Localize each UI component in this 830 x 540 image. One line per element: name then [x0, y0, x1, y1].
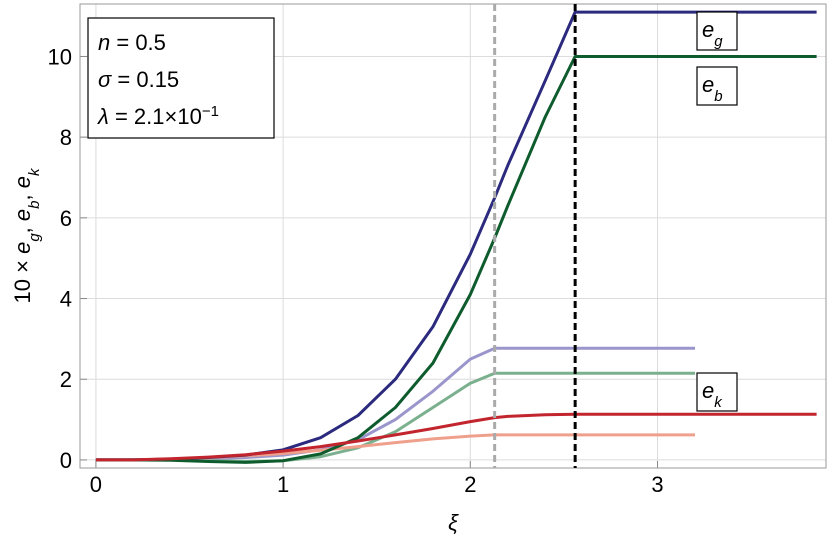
y-tick-label: 10	[48, 44, 72, 69]
text-part: e	[702, 378, 714, 403]
y-axis-label: 10 × eg, eb, ek	[10, 167, 43, 303]
text-part: e	[10, 209, 35, 221]
series-line	[95, 55, 817, 464]
text-part: ,	[10, 188, 35, 200]
series-line	[95, 371, 695, 463]
y-tick-label: 0	[60, 448, 72, 473]
subscript: b	[714, 88, 722, 105]
text-part: ξ	[448, 510, 459, 535]
text-part: λ	[97, 104, 109, 129]
curve-label: eb	[702, 72, 723, 105]
parameter-box	[87, 17, 275, 139]
text-part: = 0.15	[111, 67, 179, 92]
y-tick-label: 4	[60, 287, 72, 312]
series-line	[95, 412, 817, 462]
text-part: = 2.1×10	[109, 104, 202, 129]
text-part: e	[10, 176, 35, 188]
subscript: g	[26, 233, 43, 242]
y-tick-label: 8	[60, 125, 72, 150]
curve-label: eg	[702, 17, 723, 50]
parameter: n = 0.5	[98, 30, 166, 55]
subscript: g	[714, 33, 723, 50]
x-axis-label: ξ	[448, 510, 459, 535]
text-part: n	[98, 30, 110, 55]
curve-label: ek	[702, 378, 723, 411]
text-part: e	[702, 17, 714, 42]
text-part: e	[702, 72, 714, 97]
x-tick-label: 0	[90, 472, 102, 497]
x-tick-label: 3	[651, 472, 663, 497]
x-tick-label: 2	[464, 472, 476, 497]
subscript: k	[26, 167, 43, 176]
curve-label-box	[696, 66, 738, 106]
y-tick-label: 2	[60, 367, 72, 392]
text-part: σ	[98, 67, 112, 92]
y-tick-label: 6	[60, 206, 72, 231]
x-tick-label: 1	[277, 472, 289, 497]
subscript: k	[714, 394, 723, 411]
parameter: σ = 0.15	[98, 67, 179, 92]
curve-label-box	[696, 11, 738, 51]
subscript: b	[26, 201, 43, 209]
parameter: λ = 2.1×10−1	[97, 103, 219, 130]
curve-label-box	[696, 372, 738, 412]
text-part: = 0.5	[110, 30, 166, 55]
text-part: 10 ×	[10, 254, 35, 304]
plot-frame	[79, 3, 827, 469]
text-part: e	[10, 242, 35, 254]
text-part: ,	[10, 221, 35, 233]
series-line	[95, 433, 695, 462]
superscript: −1	[202, 103, 219, 120]
